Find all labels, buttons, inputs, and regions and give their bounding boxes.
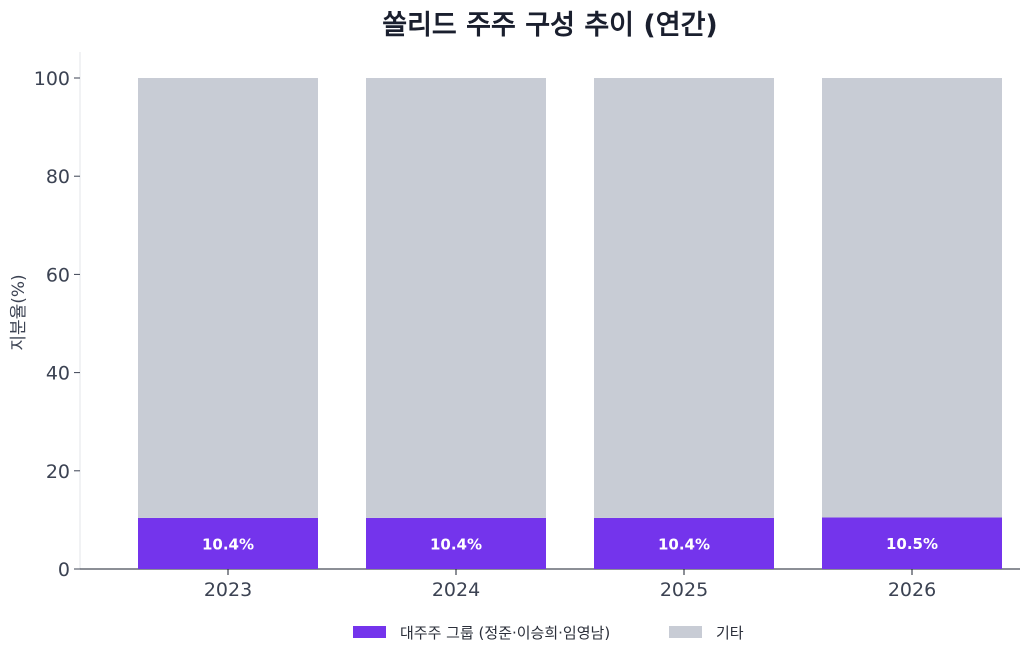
legend-label: 대주주 그룹 (정준·이승희·임영남) [400, 624, 610, 642]
y-axis: 0 20 40 60 80 100 [34, 52, 81, 581]
y-tick-label: 100 [34, 68, 70, 90]
legend-item-others: 기타 [669, 624, 744, 642]
x-tick-label: 2024 [432, 579, 480, 601]
bar-major-shareholders-2025 [594, 517, 774, 569]
y-tick-label: 40 [46, 363, 70, 385]
x-tick-label: 2026 [888, 579, 936, 601]
x-tick-label: 2023 [204, 579, 252, 601]
bars-group: 10.4% 10.4% 10.4% 10.5% [138, 78, 1002, 569]
data-label: 10.5% [886, 535, 938, 553]
legend: 대주주 그룹 (정준·이승희·임영남) 기타 [353, 624, 744, 642]
legend-swatch [353, 626, 386, 638]
bar-major-shareholders-2026 [822, 517, 1002, 569]
data-label: 10.4% [658, 535, 710, 553]
legend-item-major-shareholders: 대주주 그룹 (정준·이승희·임영남) [353, 624, 610, 642]
x-tick-label: 2025 [660, 579, 708, 601]
bar-major-shareholders-2024 [366, 517, 546, 569]
bar-others-2026 [822, 78, 1002, 518]
y-axis-label: 지분율(%) [9, 274, 29, 350]
data-label: 10.4% [430, 535, 482, 553]
x-axis: 2023 2024 2025 2026 [80, 568, 1020, 601]
y-tick-label: 60 [46, 264, 70, 286]
legend-label: 기타 [716, 624, 744, 642]
bar-others-2023 [138, 78, 318, 518]
y-tick-label: 0 [58, 559, 70, 581]
y-tick-label: 20 [46, 461, 70, 483]
bar-others-2024 [366, 78, 546, 518]
chart-title: 쏠리드 주주 구성 추이 (연간) [382, 10, 718, 41]
legend-swatch [669, 626, 702, 638]
bar-major-shareholders-2023 [138, 517, 318, 569]
bar-others-2025 [594, 78, 774, 518]
data-label: 10.4% [202, 535, 254, 553]
y-tick-label: 80 [46, 166, 70, 188]
